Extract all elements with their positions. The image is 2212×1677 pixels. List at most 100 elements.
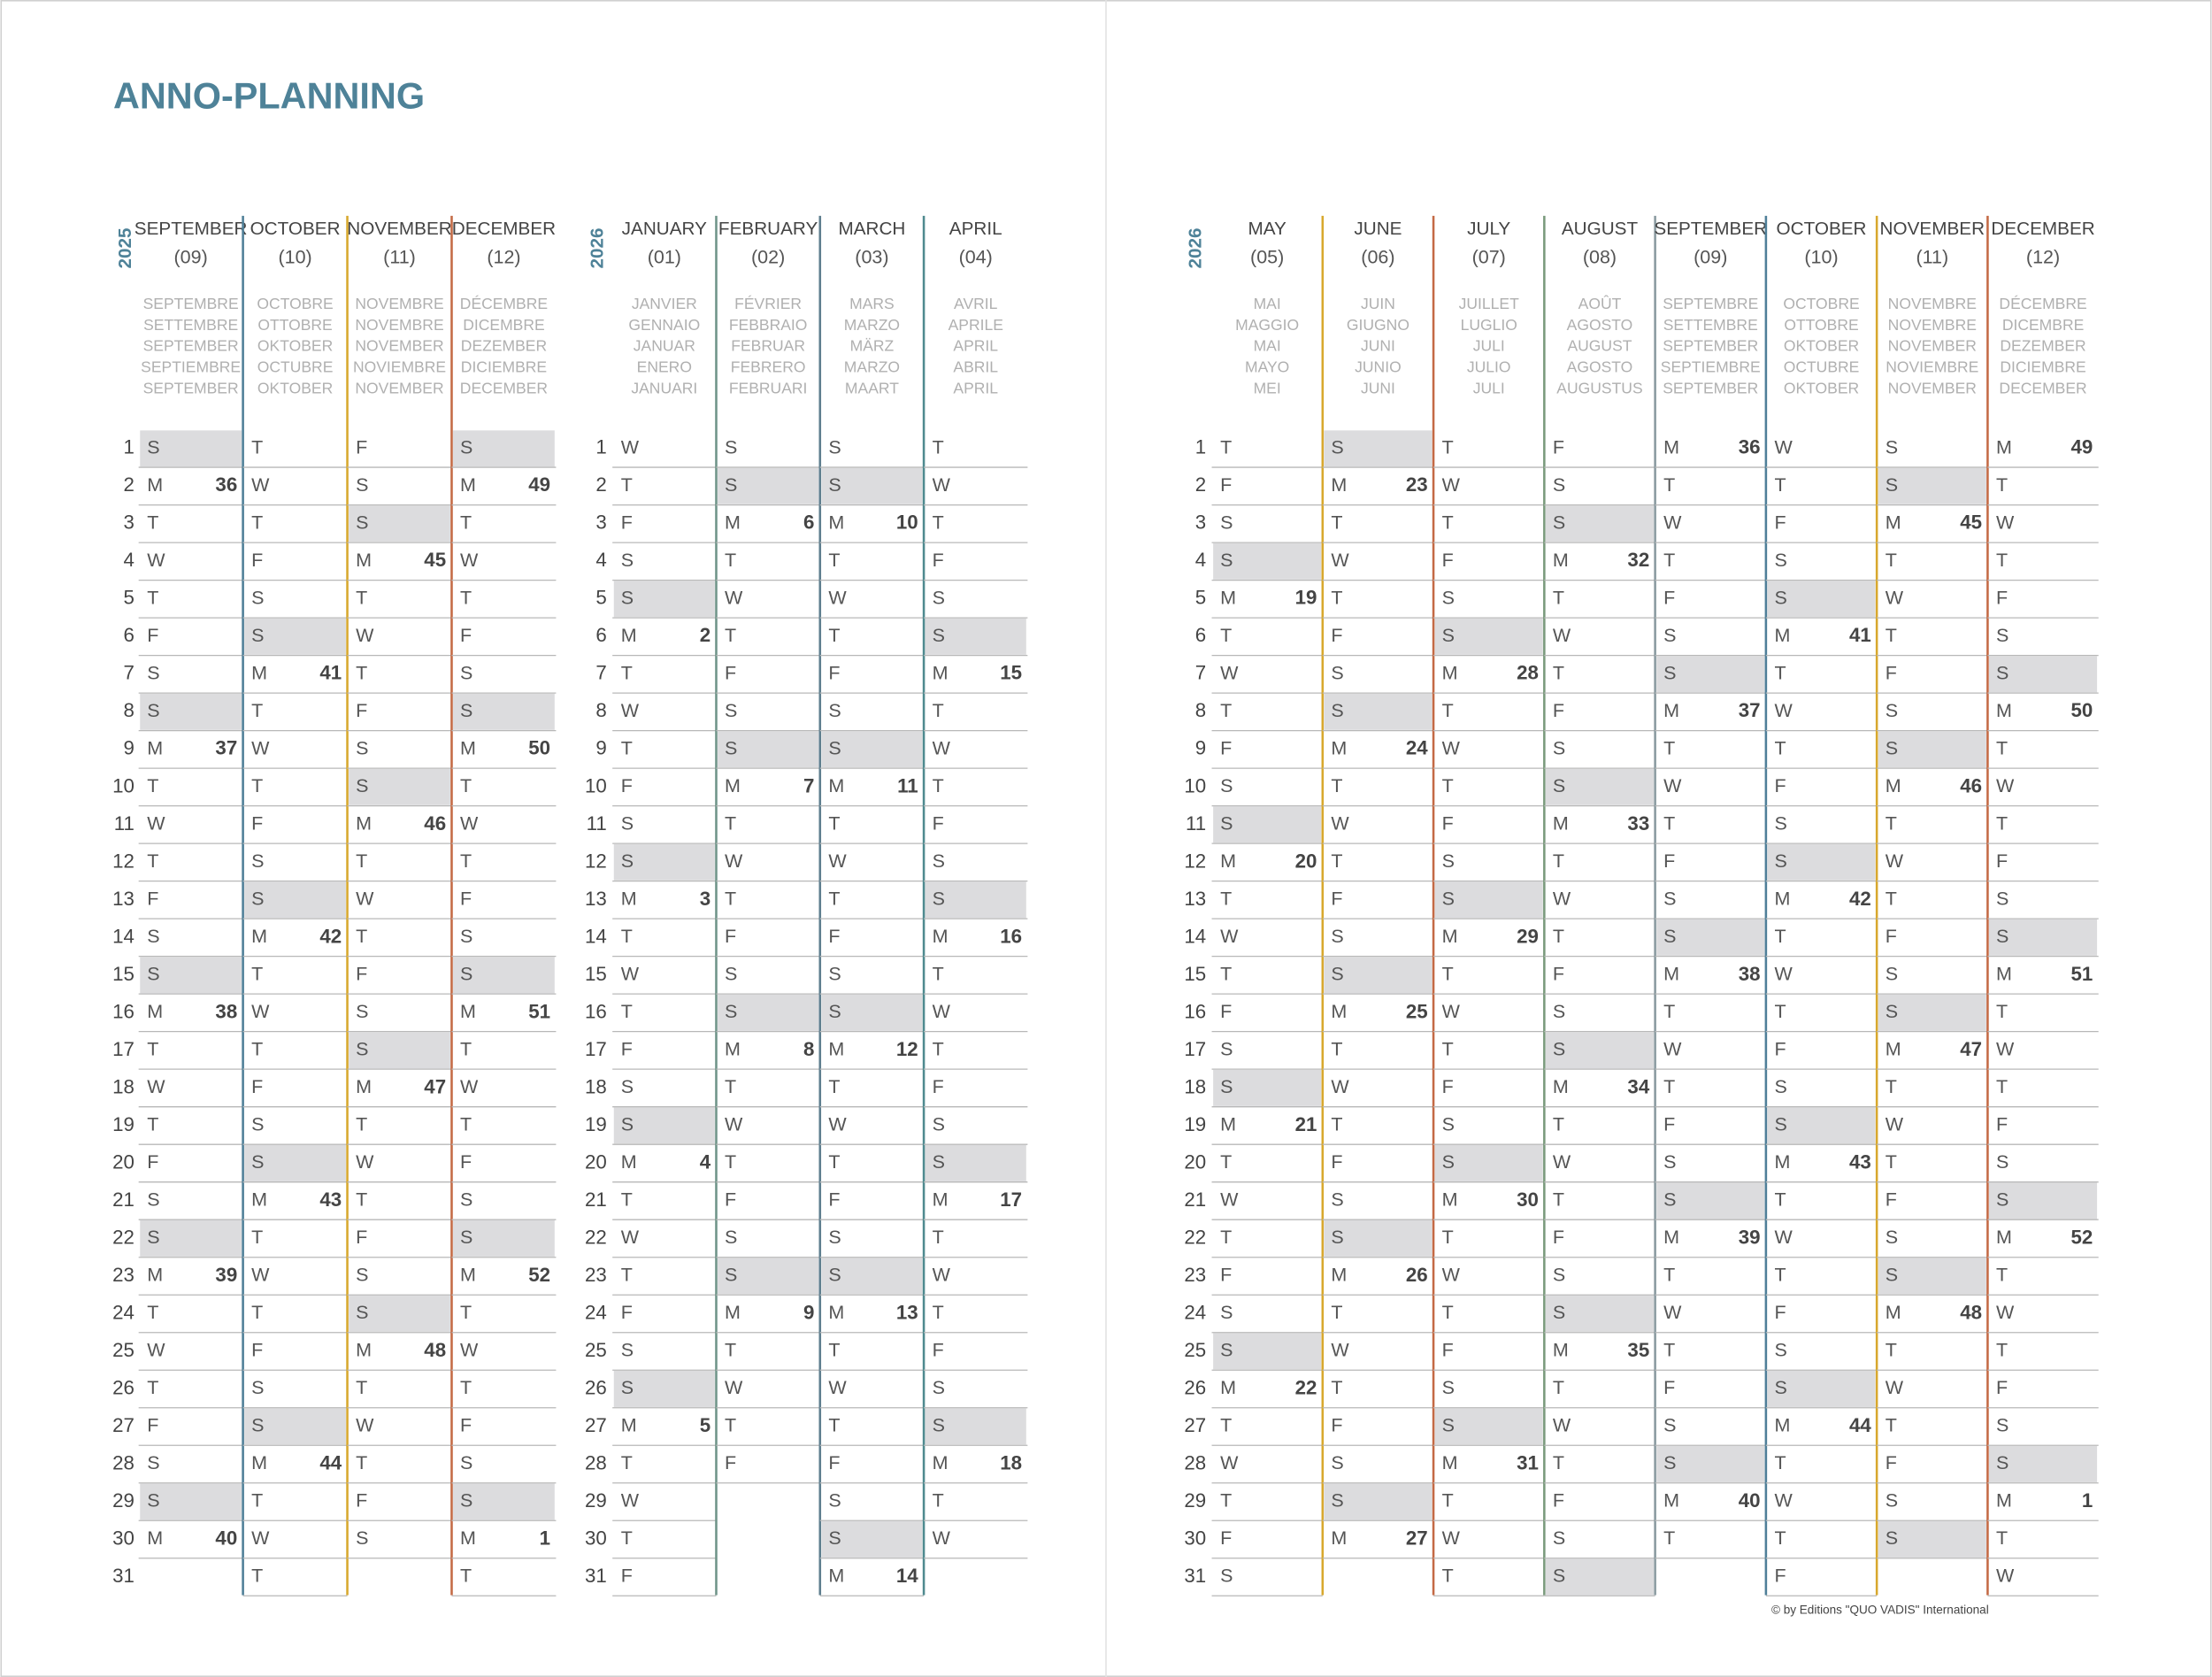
week-number: 22 xyxy=(1295,1376,1317,1398)
weekday: S xyxy=(621,1340,634,1361)
month-name: JULY xyxy=(1467,219,1510,239)
weekday: T xyxy=(1774,926,1786,947)
day-number: 5 xyxy=(595,587,606,609)
day-number: 14 xyxy=(585,925,607,947)
weekday: T xyxy=(1886,889,1897,910)
weekday: T xyxy=(1442,512,1454,534)
month-name: AUGUST xyxy=(1562,219,1639,239)
weekday: S xyxy=(828,964,841,985)
sunday-shade xyxy=(1767,1107,1876,1144)
weekday: F xyxy=(251,813,263,835)
weekday: W xyxy=(460,1076,479,1097)
day-number: 13 xyxy=(1184,888,1206,910)
day-number: 24 xyxy=(585,1301,607,1323)
weekday: W xyxy=(933,474,951,496)
year-label: 2026 xyxy=(588,227,608,268)
sunday-shade xyxy=(613,1371,715,1407)
weekday: T xyxy=(1774,1001,1786,1022)
month-translation: DÉCEMBRE xyxy=(1999,295,2086,312)
weekday: S xyxy=(1442,850,1455,872)
weekday: M xyxy=(147,474,163,496)
weekday: T xyxy=(1331,1377,1342,1398)
day-number: 22 xyxy=(112,1226,134,1248)
month-name: JANUARY xyxy=(622,219,707,239)
weekday: W xyxy=(1996,775,2015,796)
week-number: 8 xyxy=(803,1038,814,1060)
sunday-shade xyxy=(453,430,555,467)
weekday: T xyxy=(1220,700,1232,721)
weekday: S xyxy=(1663,889,1676,910)
weekday: W xyxy=(1886,1114,1904,1135)
month-translation: MARS xyxy=(849,295,895,312)
week-number: 24 xyxy=(1406,737,1428,759)
week-number: 45 xyxy=(424,549,446,571)
month-translation: MAI xyxy=(1254,295,1281,312)
weekday: M xyxy=(460,738,476,759)
weekday: F xyxy=(1220,1001,1232,1022)
weekday: F xyxy=(147,1415,158,1436)
weekday: W xyxy=(621,1227,640,1248)
day-number: 27 xyxy=(1184,1414,1206,1436)
weekday: W xyxy=(621,964,640,985)
week-number: 40 xyxy=(215,1527,237,1549)
weekday: W xyxy=(1553,625,1571,646)
weekday: M xyxy=(460,1527,476,1549)
weekday: T xyxy=(1663,1265,1675,1286)
weekday: F xyxy=(460,1415,472,1436)
weekday: F xyxy=(1886,926,1897,947)
week-number: 39 xyxy=(215,1264,237,1286)
month-translation: DICIEMBRE xyxy=(2000,358,2085,376)
weekday: T xyxy=(1996,550,2008,571)
month-name: OCTOBER xyxy=(1777,219,1867,239)
weekday: T xyxy=(1996,1340,2008,1361)
month-translation: JANUAR xyxy=(634,337,695,355)
weekday: S xyxy=(1553,1527,1565,1549)
day-number: 8 xyxy=(1195,699,1206,721)
weekday: M xyxy=(147,738,163,759)
weekday: W xyxy=(1220,663,1239,684)
weekday: F xyxy=(1442,1076,1454,1097)
week-number: 51 xyxy=(528,1000,550,1022)
weekday: F xyxy=(1886,1189,1897,1211)
sunday-shade xyxy=(821,1521,923,1558)
weekday: T xyxy=(621,926,633,947)
sunday-shade xyxy=(1767,843,1876,881)
week-number: 49 xyxy=(2071,436,2093,458)
weekday: W xyxy=(725,1377,743,1398)
week-number: 6 xyxy=(803,512,814,534)
sunday-shade xyxy=(1989,919,2098,956)
year-label: 2026 xyxy=(1185,227,1205,268)
week-number: 48 xyxy=(1960,1301,1982,1323)
day-number: 25 xyxy=(1184,1339,1206,1361)
month-translation: JANVIER xyxy=(632,295,697,312)
weekday: M xyxy=(621,889,637,910)
weekday: T xyxy=(1774,663,1786,684)
weekday: M xyxy=(1553,550,1569,571)
weekday: T xyxy=(460,1039,472,1060)
weekday: S xyxy=(1442,1114,1455,1135)
weekday: F xyxy=(356,1490,367,1512)
day-number: 28 xyxy=(112,1451,134,1473)
weekday: S xyxy=(1220,813,1233,835)
weekday: S xyxy=(1663,1452,1676,1473)
sunday-shade xyxy=(453,1219,555,1257)
weekday: F xyxy=(1663,588,1675,609)
year-label: 2025 xyxy=(115,227,135,268)
weekday: M xyxy=(251,1189,267,1211)
weekday: M xyxy=(1331,1001,1347,1022)
month-number: (08) xyxy=(1583,246,1617,267)
page-title: ANNO-PLANNING xyxy=(113,75,425,117)
weekday: W xyxy=(621,437,640,458)
month-translation: OCTOBRE xyxy=(1783,295,1859,312)
sunday-shade xyxy=(244,618,346,655)
weekday: S xyxy=(356,738,368,759)
month-name: SEPTEMBER xyxy=(134,219,248,239)
weekday: S xyxy=(460,437,472,458)
weekday: T xyxy=(1996,1265,2008,1286)
weekday: T xyxy=(933,964,944,985)
weekday: M xyxy=(1663,700,1679,721)
weekday: W xyxy=(1442,1001,1461,1022)
day-number: 18 xyxy=(585,1075,607,1097)
weekday: T xyxy=(621,1265,633,1286)
week-number: 27 xyxy=(1406,1527,1428,1549)
